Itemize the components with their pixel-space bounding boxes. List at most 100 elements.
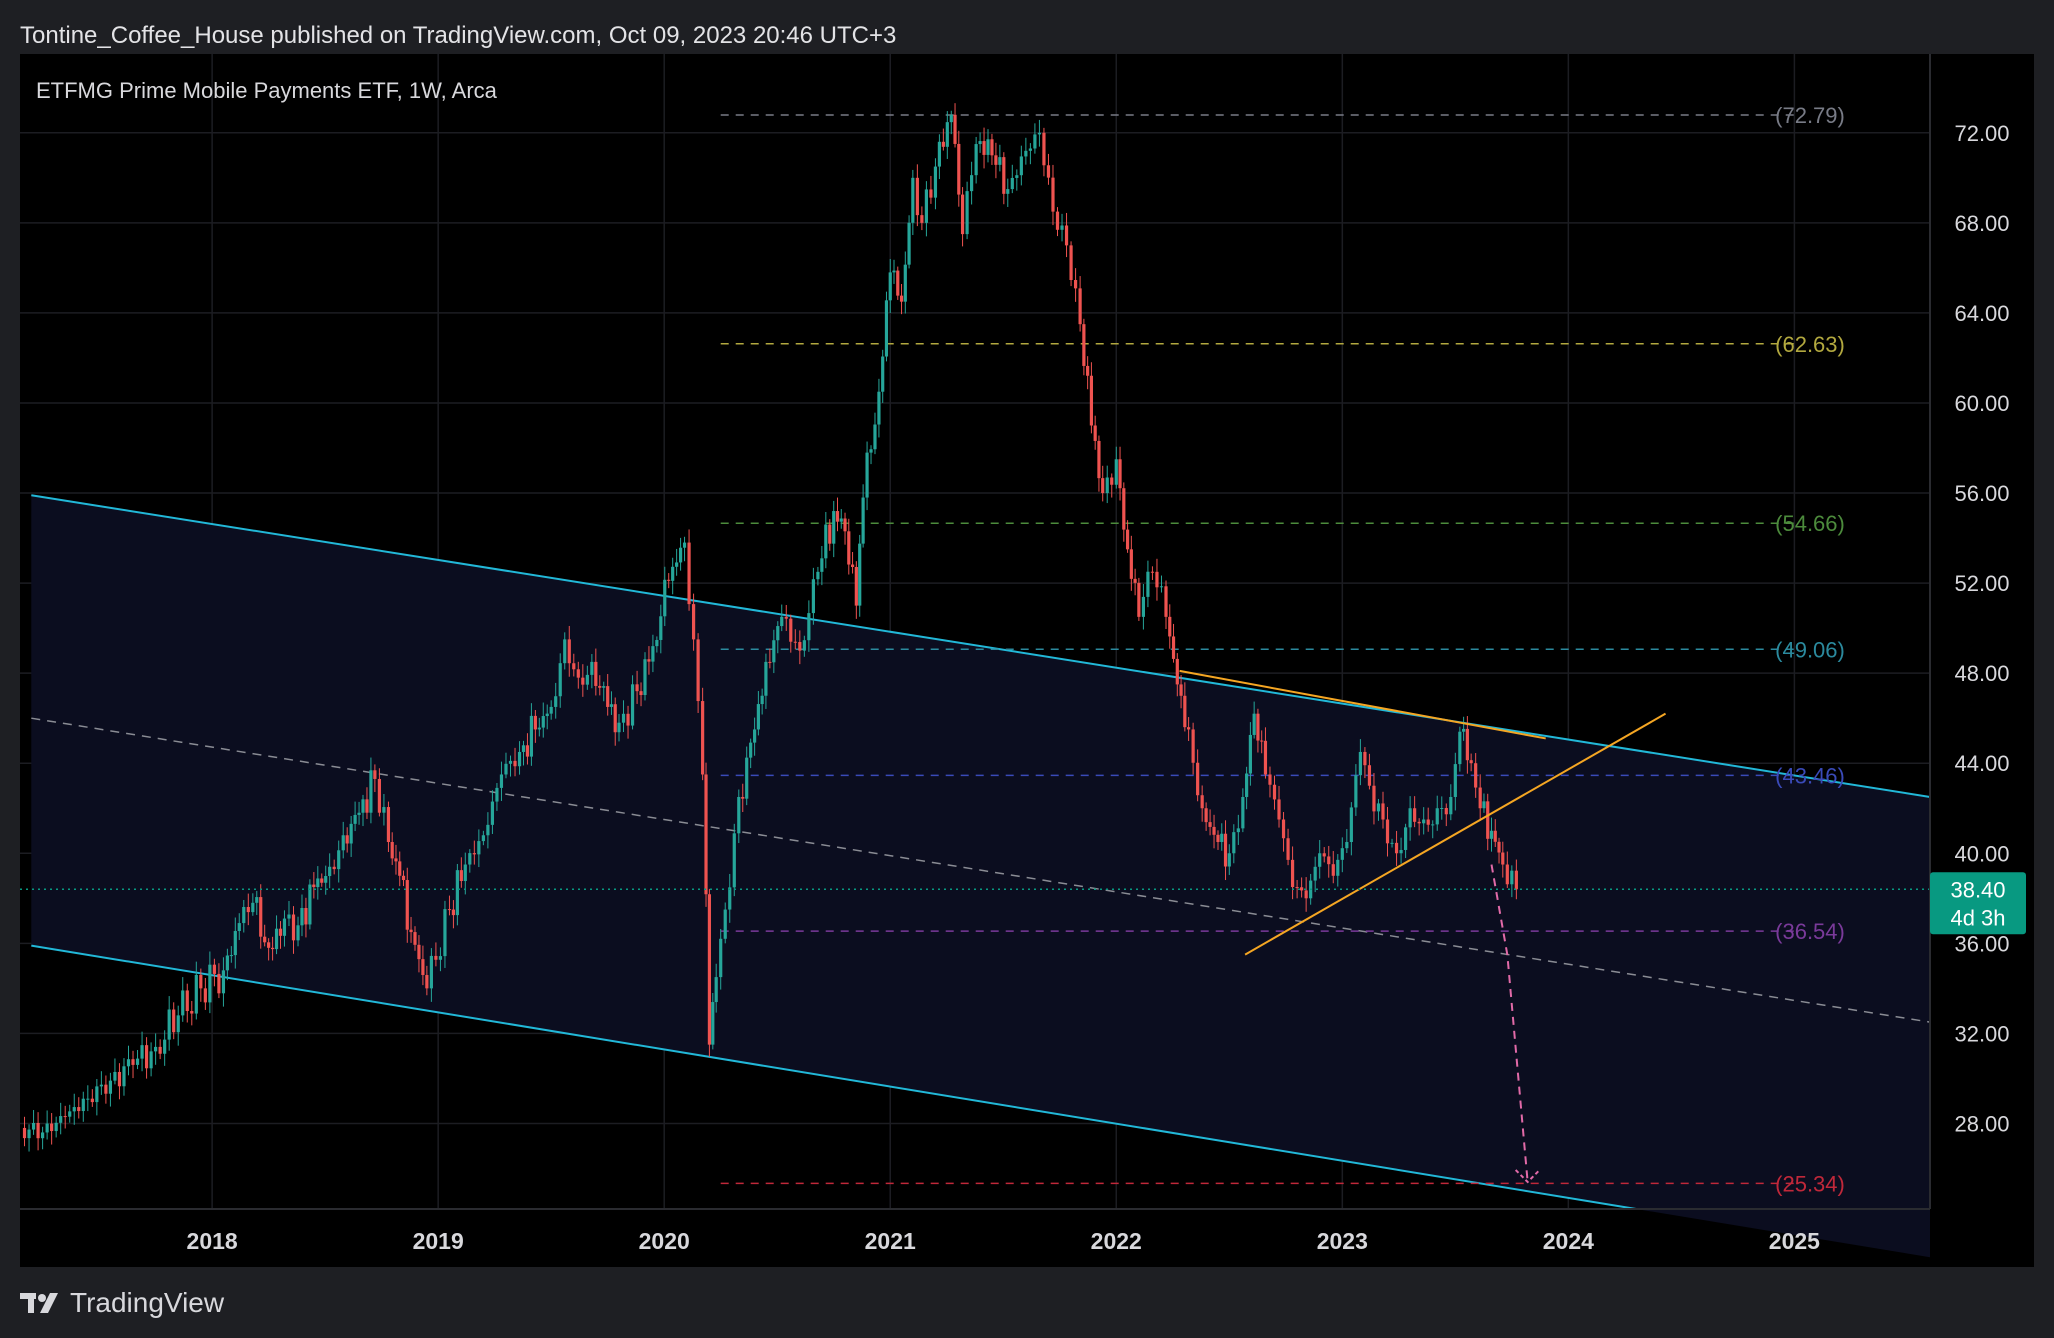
- candle-body: [789, 618, 793, 642]
- candle-body: [316, 878, 320, 888]
- candle-body: [77, 1107, 81, 1112]
- candle-body: [1304, 890, 1308, 899]
- candle-body: [590, 661, 594, 675]
- channel-upper-line[interactable]: [31, 494, 1931, 798]
- candle-body: [190, 1011, 194, 1014]
- candle-body: [1385, 819, 1390, 844]
- candle-body: [1268, 774, 1272, 785]
- candle-body: [22, 1127, 27, 1139]
- triangle-upper-line[interactable]: [1179, 669, 1546, 740]
- candle-body: [154, 1046, 158, 1052]
- candle-body: [59, 1116, 63, 1123]
- candle-body: [816, 571, 820, 580]
- candle-body: [1449, 796, 1453, 815]
- candle-body: [1171, 636, 1176, 659]
- candle-body: [72, 1107, 76, 1112]
- candle-body: [613, 704, 617, 733]
- candle-body: [1256, 713, 1260, 741]
- candle-body: [517, 751, 522, 767]
- candle-body: [749, 742, 753, 758]
- candle-body: [1129, 549, 1133, 579]
- candle-body: [1179, 684, 1183, 696]
- candle-body: [1331, 864, 1335, 876]
- candle-body: [1146, 571, 1150, 597]
- candle-body: [68, 1111, 72, 1117]
- candle-body: [1453, 764, 1457, 797]
- candle-body: [820, 558, 824, 572]
- candle-body: [176, 1015, 180, 1033]
- time-tick-label: 2022: [1091, 1228, 1142, 1254]
- candle-body: [691, 604, 696, 640]
- candle-body: [843, 518, 847, 532]
- price-chart[interactable]: (72.79) (62.63) (54.66) (49.06) (43.46) (36.5…: [20, 54, 2034, 1267]
- candle-body: [41, 1132, 45, 1139]
- candle-body: [606, 686, 610, 707]
- candle-body: [434, 955, 438, 960]
- candle-body: [1514, 870, 1518, 890]
- candle-body: [1187, 727, 1191, 730]
- candle-body: [1046, 165, 1051, 178]
- candle-body: [1232, 832, 1236, 854]
- candle-body: [892, 270, 896, 273]
- candle-body: [459, 870, 463, 882]
- candle-body: [541, 716, 545, 728]
- candle-body: [960, 194, 965, 235]
- candle-body: [1042, 132, 1046, 166]
- channel-median-line[interactable]: [31, 717, 1931, 1023]
- candle-body: [651, 646, 655, 662]
- candle-body: [832, 511, 836, 544]
- candle-body: [533, 715, 537, 730]
- candle-body: [1367, 765, 1372, 786]
- candle-body: [199, 974, 203, 989]
- candle-body: [1390, 842, 1394, 844]
- candle-body: [1260, 740, 1264, 742]
- triangle-lower-line[interactable]: [1244, 712, 1667, 956]
- candle-body: [242, 906, 246, 924]
- candle-body: [953, 114, 957, 144]
- candle-body: [203, 988, 207, 1003]
- candle-body: [643, 659, 647, 696]
- candle-body: [714, 977, 718, 1003]
- candle-body: [308, 884, 312, 925]
- candle-body: [181, 990, 185, 1016]
- candle-body: [1175, 658, 1179, 685]
- candle-body: [647, 659, 651, 662]
- candle-body: [296, 925, 300, 941]
- candle-body: [1168, 616, 1172, 637]
- projection-arrowhead: [1514, 1169, 1541, 1184]
- candle-body: [732, 833, 736, 888]
- candle-body: [1033, 134, 1037, 149]
- candle-body: [377, 778, 381, 813]
- candle-body: [270, 947, 275, 950]
- candle-body: [581, 677, 585, 685]
- candle-body: [1137, 582, 1141, 617]
- time-tick-label: 2020: [639, 1228, 690, 1254]
- chart-frame[interactable]: (72.79) (62.63) (54.66) (49.06) (43.46) (36.5…: [20, 54, 2034, 1267]
- candle-body: [1505, 864, 1509, 885]
- candle-body: [1469, 760, 1473, 764]
- price-tick-label: 64.00: [1954, 301, 2009, 326]
- projection-path[interactable]: [1490, 864, 1529, 1183]
- candle-body: [1399, 849, 1403, 854]
- channel-lower-line[interactable]: [31, 944, 1637, 1210]
- candle-body: [54, 1122, 58, 1132]
- candle-body: [737, 796, 741, 834]
- candle-body: [251, 902, 255, 913]
- candle-body: [50, 1123, 54, 1132]
- candle-body: [965, 191, 969, 235]
- candle-body: [212, 964, 216, 974]
- price-tick-label: 36.00: [1954, 931, 2009, 956]
- candle-body: [667, 579, 671, 581]
- candle-body: [903, 264, 907, 302]
- candle-body: [429, 955, 433, 989]
- candle-body: [1236, 828, 1240, 833]
- candle-body: [113, 1071, 117, 1081]
- footer-brand[interactable]: TradingView: [20, 1283, 224, 1323]
- candle-body: [468, 853, 472, 865]
- candle-body: [320, 878, 324, 883]
- candle-body: [1462, 728, 1466, 732]
- candle-body: [1208, 822, 1212, 827]
- candle-body: [108, 1080, 113, 1094]
- last-price-badge[interactable]: [1930, 872, 2026, 935]
- candle-body: [529, 715, 534, 757]
